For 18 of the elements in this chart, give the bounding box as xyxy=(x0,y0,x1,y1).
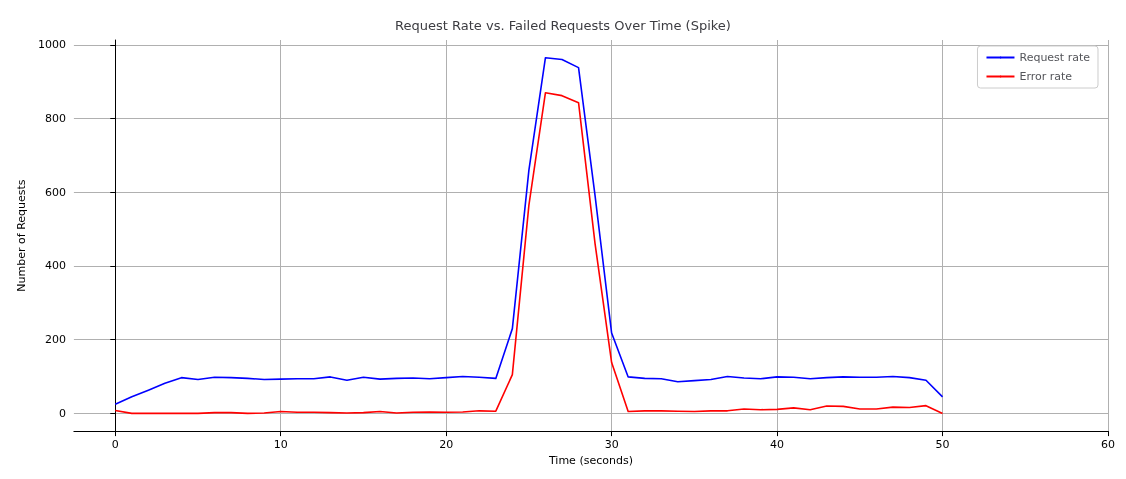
x-tick-label: 30 xyxy=(604,438,619,452)
x-tick-label: 0 xyxy=(111,438,119,452)
legend-label: Request rate xyxy=(1019,51,1091,64)
x-tick-label: 60 xyxy=(1101,438,1115,452)
x-tick-label: 20 xyxy=(439,438,454,452)
x-tick-label: 10 xyxy=(273,438,288,452)
y-tick-label: 0 xyxy=(58,406,66,420)
y-tick-label: 800 xyxy=(44,112,66,126)
y-axis-title: Number of Requests xyxy=(15,179,28,292)
y-tick-label: 1000 xyxy=(37,38,66,52)
x-tick-label: 40 xyxy=(770,438,785,452)
x-axis-title: Time (seconds) xyxy=(547,454,633,467)
y-tick-label: 200 xyxy=(44,333,66,347)
y-tick-label: 600 xyxy=(44,185,66,199)
legend-label: Error rate xyxy=(1019,70,1073,83)
x-tick-label: 50 xyxy=(935,438,950,452)
chart-title: Request Rate vs. Failed Requests Over Time (Spike) xyxy=(395,18,731,33)
y-tick-label: 400 xyxy=(44,259,66,273)
